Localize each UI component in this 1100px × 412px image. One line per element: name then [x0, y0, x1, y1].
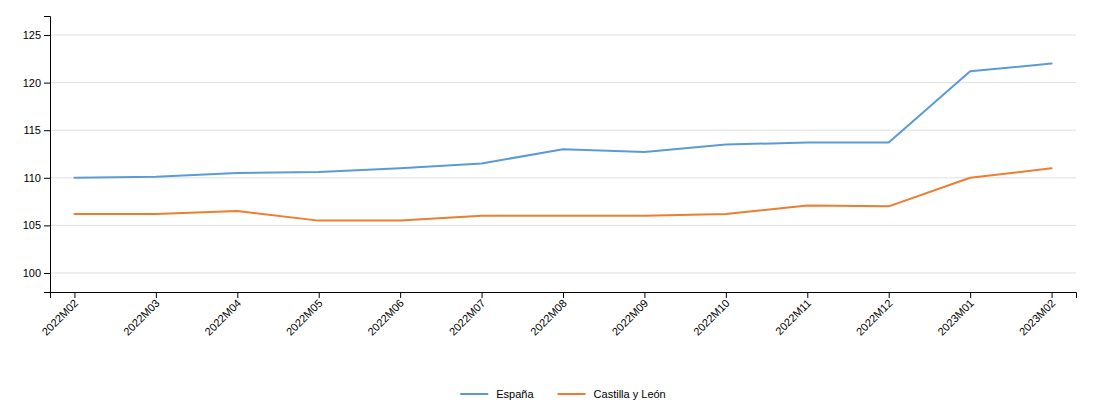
chart: 1001051101151201252022M022022M032022M042…	[0, 0, 1100, 412]
series-group	[74, 64, 1051, 221]
x-tick: 2022M06	[365, 292, 406, 338]
y-tick-label: 100	[23, 267, 41, 279]
x-tick: 2022M03	[121, 292, 162, 338]
x-tick-label: 2023M01	[935, 297, 976, 338]
x-tick-mark	[74, 292, 75, 298]
y-tick: 100	[23, 267, 50, 279]
y-tick-mark	[44, 178, 50, 179]
x-tick: 2023M02	[1017, 292, 1058, 338]
x-tick: 2022M02	[39, 292, 80, 338]
legend: España Castilla y León	[460, 388, 665, 400]
x-tick-label: 2022M12	[854, 297, 895, 338]
y-tick-label: 105	[23, 219, 41, 231]
x-tick-mark	[319, 292, 320, 298]
y-tick: 120	[23, 77, 50, 89]
x-axis-line	[51, 293, 1077, 299]
legend-item: España	[460, 388, 534, 400]
x-tick-label: 2022M05	[284, 297, 325, 338]
x-tick: 2022M11	[773, 292, 813, 337]
y-tick-mark	[44, 273, 50, 274]
y-axis-line	[44, 17, 51, 293]
legend-item: Castilla y León	[558, 388, 666, 400]
y-tick-label: 115	[23, 124, 41, 136]
legend-swatch	[558, 393, 586, 395]
plot-area: 1001051101151201252022M022022M032022M042…	[23, 17, 1077, 338]
y-tick-mark	[44, 83, 50, 84]
legend-swatch	[460, 393, 488, 395]
x-tick-label: 2022M10	[691, 297, 732, 338]
x-tick-label: 2022M02	[39, 297, 80, 338]
grid-line	[50, 35, 1076, 36]
x-tick: 2022M10	[691, 292, 732, 338]
x-tick-mark	[644, 292, 645, 298]
x-tick-mark	[726, 292, 727, 298]
x-tick-mark	[1052, 292, 1053, 298]
x-tick-label: 2022M08	[528, 297, 569, 338]
grid-line	[50, 272, 1076, 273]
grid-line	[50, 130, 1076, 131]
y-tick-mark	[44, 130, 50, 131]
x-tick: 2022M09	[609, 292, 650, 338]
x-tick-label: 2022M09	[609, 297, 650, 338]
x-tick-mark	[237, 292, 238, 298]
x-tick-label: 2022M03	[121, 297, 162, 338]
x-tick: 2023M01	[935, 292, 976, 338]
y-tick: 115	[23, 124, 50, 136]
x-tick-mark	[889, 292, 890, 298]
x-tick: 2022M08	[528, 292, 569, 338]
x-tick: 2022M04	[202, 292, 243, 338]
y-tick-label: 110	[23, 172, 41, 184]
grid-line	[50, 177, 1076, 178]
x-tick-mark	[400, 292, 401, 298]
y-tick: 125	[23, 29, 50, 41]
y-tick: 110	[23, 172, 50, 184]
x-tick-mark	[970, 292, 971, 298]
y-tick-label: 125	[23, 29, 41, 41]
x-tick-label: 2022M07	[447, 297, 488, 338]
grid	[50, 35, 1076, 273]
x-tick: 2022M12	[854, 292, 895, 338]
x-tick-label: 2023M02	[1017, 297, 1058, 338]
x-axis: 2022M02 2022M03 2022M04 2022M05 2022M06 2022M…	[39, 292, 1076, 338]
grid-line	[50, 225, 1076, 226]
x-tick-label: 2022M06	[365, 297, 406, 338]
legend-label: Castilla y León	[594, 388, 666, 400]
y-axis: 100 105 110 115 120 125	[23, 17, 51, 293]
x-tick-mark	[807, 292, 808, 298]
x-tick: 2022M05	[284, 292, 325, 338]
x-tick-mark	[156, 292, 157, 298]
x-tick-mark	[482, 292, 483, 298]
y-tick-mark	[44, 225, 50, 226]
x-tick-label: 2022M04	[202, 297, 243, 338]
y-tick-label: 120	[23, 77, 41, 89]
x-tick: 2022M07	[447, 292, 488, 338]
y-tick: 105	[23, 219, 50, 231]
grid-line	[50, 82, 1076, 83]
legend-label: España	[496, 388, 534, 400]
x-tick-mark	[563, 292, 564, 298]
x-tick-label: 2022M11	[773, 297, 813, 337]
series-line	[74, 64, 1051, 178]
y-tick-mark	[44, 35, 50, 36]
series-line	[74, 168, 1051, 220]
